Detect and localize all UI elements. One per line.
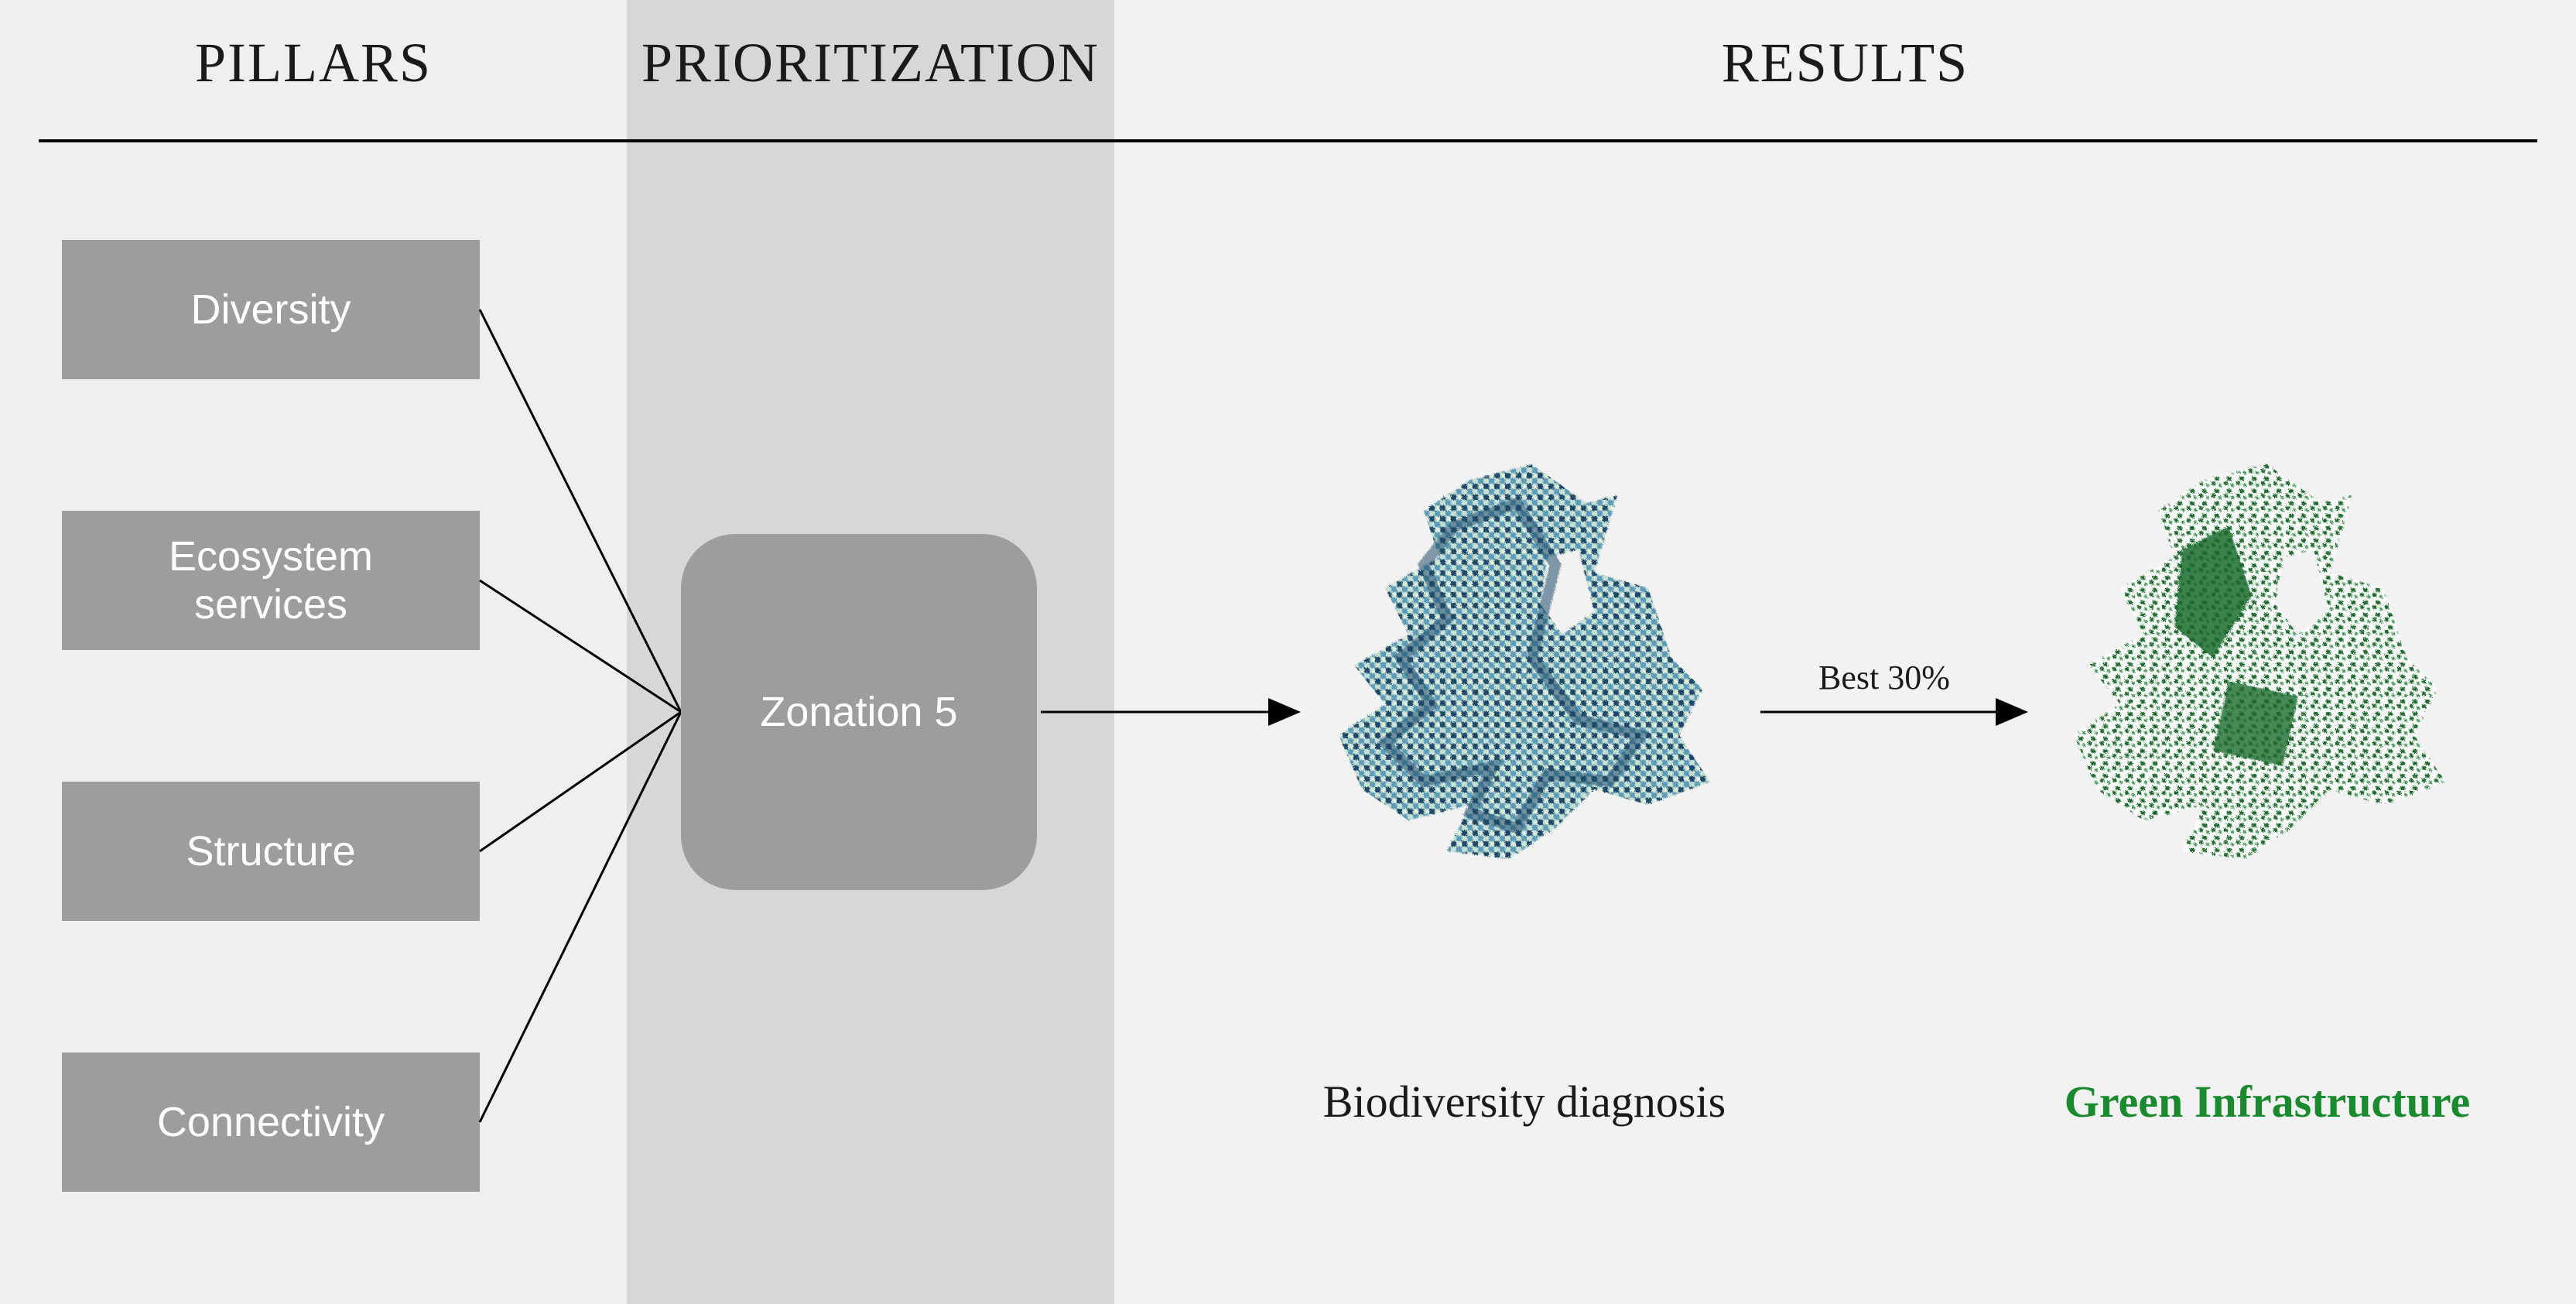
header-results: RESULTS	[1114, 31, 2576, 95]
pillar-connectivity: Connectivity	[62, 1052, 480, 1192]
biodiversity-map	[1315, 457, 1718, 890]
green-infra-map	[2051, 457, 2453, 890]
green-infra-caption: Green Infrastructure	[2027, 1076, 2507, 1128]
diagram-canvas: PILLARS PRIORITIZATION RESULTS Diversity…	[0, 0, 2576, 1304]
best-30-label: Best 30%	[1818, 658, 1950, 697]
zonation-label: Zonation 5	[760, 688, 957, 736]
pillar-label: Structure	[186, 827, 355, 875]
pillar-label: Diversity	[190, 286, 351, 334]
zonation-node: Zonation 5	[681, 534, 1037, 890]
header-divider	[39, 139, 2537, 142]
pillar-structure: Structure	[62, 782, 480, 921]
header-pillars: PILLARS	[0, 31, 627, 95]
biodiversity-caption: Biodiversity diagnosis	[1308, 1076, 1741, 1128]
pillar-ecosystem-services: Ecosystem services	[62, 511, 480, 650]
header-prioritization: PRIORITIZATION	[627, 31, 1114, 95]
pillar-diversity: Diversity	[62, 240, 480, 379]
pillar-label: Connectivity	[157, 1098, 385, 1146]
pillar-label: Ecosystem services	[169, 532, 373, 628]
